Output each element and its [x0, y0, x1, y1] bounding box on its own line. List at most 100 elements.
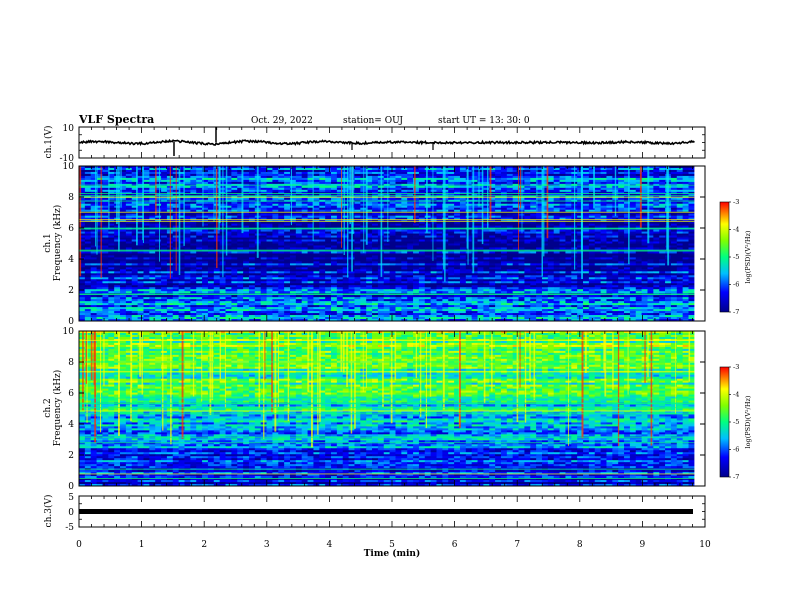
spectrogram-cell [284, 191, 291, 195]
spectrogram-cell [407, 175, 414, 179]
spectrogram-cell [547, 187, 555, 191]
spectrogram-cell [606, 167, 613, 171]
spectrogram-cell [178, 193, 185, 197]
spectrogram-cell [401, 187, 408, 191]
spectrogram-cell [307, 203, 314, 207]
spectrogram-cell [553, 166, 560, 169]
spectrogram-cell [512, 187, 519, 191]
spectrogram-cell [243, 185, 250, 189]
spectrogram-cell [137, 169, 144, 173]
spectrogram-cell [79, 167, 86, 171]
spectrogram-cell [512, 181, 519, 185]
spectrogram-cell [454, 167, 461, 171]
spectrogram-cell [307, 187, 314, 191]
spectrogram-cell [196, 193, 203, 197]
spectrogram-cell [559, 189, 566, 193]
spectrogram-cell [547, 191, 555, 195]
spectrogram-cell [313, 187, 320, 191]
spectrogram-cell [190, 169, 197, 173]
spectrogram-cell [243, 169, 250, 173]
spectrogram-cell [682, 187, 689, 191]
spectrogram-cell [653, 173, 660, 177]
spectrogram-cell [448, 203, 455, 207]
spectrogram-cell [319, 179, 326, 183]
spectrogram-cell [524, 169, 531, 173]
spectrogram-cell [207, 191, 215, 195]
spectrogram-cell [389, 166, 396, 169]
spectrogram-cell [389, 181, 396, 185]
spectrogram-cell [459, 166, 467, 169]
spectrogram-cell [301, 171, 308, 175]
spectrogram-cell [307, 189, 314, 193]
spectrogram-cell [231, 166, 238, 169]
spectrogram-cell [541, 173, 549, 177]
spectrogram-cell [641, 171, 648, 175]
spectrogram-cell [682, 185, 689, 189]
spectrogram-cell [125, 189, 133, 193]
spectrogram-cell [190, 203, 197, 207]
spectrogram-cell [395, 187, 402, 191]
spectrogram-cell [594, 179, 601, 183]
spectrogram-cell [125, 173, 133, 177]
spectrogram-cell [401, 169, 408, 173]
spectrogram-cell [295, 197, 303, 201]
spectrogram-cell [541, 181, 549, 185]
spectrogram-cell [336, 169, 344, 173]
spectrogram-cell [483, 167, 490, 171]
spectrogram-cell [336, 193, 344, 197]
spectrogram-cell [583, 177, 590, 181]
spectrogram-cell [178, 197, 185, 201]
spectrogram-cell [577, 189, 584, 193]
spectrogram-cell [641, 173, 648, 177]
spectrogram-cell [471, 203, 478, 207]
spectrogram-cell [506, 203, 514, 207]
spectrogram-cell [653, 203, 660, 207]
spectrogram-cell [79, 193, 86, 197]
spectrogram-cell [102, 177, 109, 181]
spectrogram-cell [635, 201, 643, 205]
spectrogram-cell [524, 189, 531, 193]
spectrogram-cell [606, 187, 613, 191]
spectrogram-cell [178, 191, 185, 195]
spectrogram-cell [624, 181, 631, 185]
spectrogram-cell [79, 179, 86, 183]
spectrogram-cell [354, 167, 361, 171]
spectrogram-cell [149, 201, 156, 205]
spectrogram-cell [342, 191, 349, 195]
spectrogram-cell [594, 187, 601, 191]
spectrogram-cell [659, 201, 666, 205]
spectrogram-cell [319, 193, 326, 197]
spectrogram-cell [108, 185, 115, 189]
spectrogram-cell [547, 171, 555, 175]
spectrogram-cell [231, 179, 238, 183]
spectrogram-cell [583, 166, 590, 169]
spectrogram-cell [272, 201, 279, 205]
spectrogram-cell [178, 173, 185, 177]
spectrogram-cell [395, 171, 402, 175]
spectrogram-cell [336, 205, 344, 209]
spectrogram-cell [541, 203, 549, 207]
spectrogram-cell [635, 187, 643, 191]
spectrogram-cell [278, 187, 285, 191]
spectrogram-cell [295, 185, 303, 189]
spectrogram-cell [583, 173, 590, 177]
spectrogram-cell [336, 179, 344, 183]
spectrogram-cell [583, 169, 590, 173]
spectrogram-cell [237, 201, 244, 205]
spectrogram-cell [448, 191, 455, 195]
spectrogram-cell [536, 203, 543, 207]
spectrogram-cell [90, 185, 97, 189]
spectrogram-cell [594, 175, 601, 179]
spectrogram-cell [331, 193, 338, 197]
spectrogram-cell [295, 191, 303, 195]
spectrogram-cell [143, 181, 150, 185]
spectrogram-cell [547, 166, 555, 169]
spectrogram-cell [149, 191, 156, 195]
spectrogram-cell [325, 173, 332, 177]
spectrogram-cell [635, 189, 643, 193]
spectrogram-cell [202, 187, 209, 191]
spectrogram-cell [647, 201, 654, 205]
spectrogram-cell [430, 193, 437, 197]
spectrogram-cell [366, 173, 373, 177]
spectrogram-cell [342, 205, 349, 209]
